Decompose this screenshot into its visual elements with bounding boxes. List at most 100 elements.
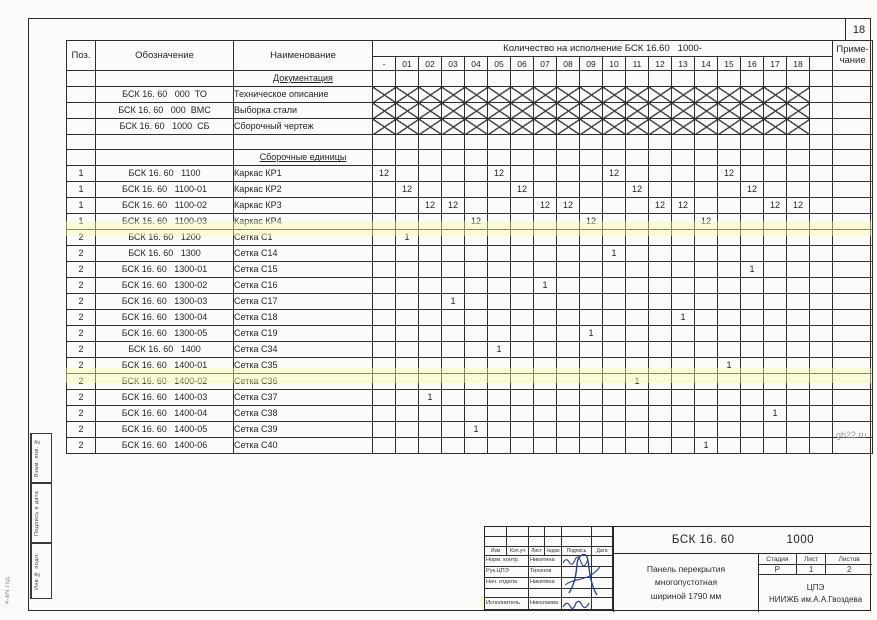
sign-name: Тихонов <box>529 567 562 578</box>
note-cell <box>832 133 874 151</box>
qty-cell <box>395 389 419 407</box>
qty-cell: 1 <box>671 309 695 327</box>
qty-cell <box>533 133 557 151</box>
qty-cell <box>556 341 580 359</box>
qty-cell <box>579 373 603 391</box>
stamp-box-podpis-data: Подпись и дата <box>30 483 52 543</box>
grid-cell <box>545 527 562 537</box>
qty-cell: 1 <box>487 341 511 359</box>
qty-cell <box>533 102 557 119</box>
qty-cell <box>648 277 672 295</box>
qty-cell <box>740 165 764 183</box>
qty-cell <box>786 86 810 103</box>
qty-cell <box>671 373 695 391</box>
qty-cell <box>510 389 534 407</box>
name-cell: Каркас КР3 <box>233 197 373 215</box>
pos-cell: 2 <box>66 421 96 439</box>
table-row: 1 БСК 16. 60 1100-03 Каркас КР4 12 12 12 <box>66 213 874 231</box>
qty-cell <box>808 357 834 375</box>
note-cell <box>832 86 874 103</box>
table-row: 2 БСК 16. 60 1300 Сетка С14 1 <box>66 245 874 263</box>
qty-cell <box>763 165 787 183</box>
qty-cell <box>694 149 718 167</box>
qty-cell <box>625 325 649 343</box>
qty-cell <box>602 102 626 119</box>
qty-cell: 12 <box>717 165 741 183</box>
signature-cell <box>562 598 592 610</box>
qty-cell <box>740 118 764 135</box>
qty-cell <box>487 102 511 119</box>
qty-cell <box>740 309 764 327</box>
designation-cell <box>95 133 234 151</box>
qty-cell: 12 <box>671 197 695 215</box>
qty-cell <box>441 165 465 183</box>
name-cell: Сетка С35 <box>233 357 373 375</box>
qty-cell <box>602 229 626 247</box>
qty-cell <box>671 261 695 279</box>
qty-cell <box>579 261 603 279</box>
qty-cell <box>786 102 810 119</box>
qty-cell <box>648 165 672 183</box>
qty-cell <box>740 293 764 311</box>
qty-cell <box>648 357 672 375</box>
pos-cell: 2 <box>66 341 96 359</box>
qty-cell <box>441 133 465 151</box>
qty-cell <box>717 149 741 167</box>
qty-cell <box>579 405 603 423</box>
qty-cell <box>648 325 672 343</box>
qty-cell <box>717 133 741 151</box>
qty-cell <box>510 133 534 151</box>
qty-cell: 12 <box>533 197 557 215</box>
qty-cell <box>395 165 419 183</box>
grid-cell <box>592 527 613 537</box>
qty-cell <box>510 373 534 391</box>
designation-cell: БСК 16. 60 1400-01 <box>95 357 234 375</box>
qty-cell <box>694 405 718 423</box>
name-cell: Сетка С1 <box>233 229 373 247</box>
qty-cell <box>717 405 741 423</box>
qty-cell <box>533 309 557 327</box>
qty-cell <box>418 102 442 119</box>
signature <box>562 556 589 567</box>
qty-column-header: 13 <box>671 56 695 71</box>
qty-cell <box>648 213 672 231</box>
qty-cell <box>786 133 810 151</box>
grid-cell <box>562 527 592 537</box>
qty-cell <box>418 133 442 151</box>
qty-cell <box>533 70 557 87</box>
qty-cell: 1 <box>395 229 419 247</box>
grid-cell <box>529 527 545 537</box>
qty-cell <box>395 373 419 391</box>
qty-column-header: 16 <box>740 56 764 71</box>
qty-cell <box>487 149 511 167</box>
qty-cell <box>533 389 557 407</box>
qty-cell <box>556 229 580 247</box>
qty-cell <box>395 357 419 375</box>
qty-cell <box>372 357 396 375</box>
qty-cell <box>579 86 603 103</box>
qty-cell <box>786 165 810 183</box>
col-header-designation: Обозначение <box>95 40 234 71</box>
qty-cell <box>625 421 649 439</box>
note-cell <box>832 149 874 167</box>
qty-cell <box>418 165 442 183</box>
qty-cell <box>602 325 626 343</box>
qty-cell <box>740 70 764 87</box>
qty-cell <box>808 389 834 407</box>
note-cell <box>832 261 874 279</box>
qty-cell <box>648 309 672 327</box>
qty-cell <box>418 213 442 231</box>
sign-name: Никитина <box>529 556 562 567</box>
qty-cell <box>556 70 580 87</box>
qty-cell <box>602 149 626 167</box>
qty-cell <box>717 102 741 119</box>
qty-cell <box>372 325 396 343</box>
qty-cell <box>533 149 557 167</box>
note-cell <box>832 277 874 295</box>
qty-cell <box>487 197 511 215</box>
grid-cell <box>545 537 562 547</box>
qty-cell <box>740 389 764 407</box>
qty-cell <box>579 293 603 311</box>
qty-cell <box>694 325 718 343</box>
corner-handwritten-note: 4-вN год. <box>5 574 11 604</box>
